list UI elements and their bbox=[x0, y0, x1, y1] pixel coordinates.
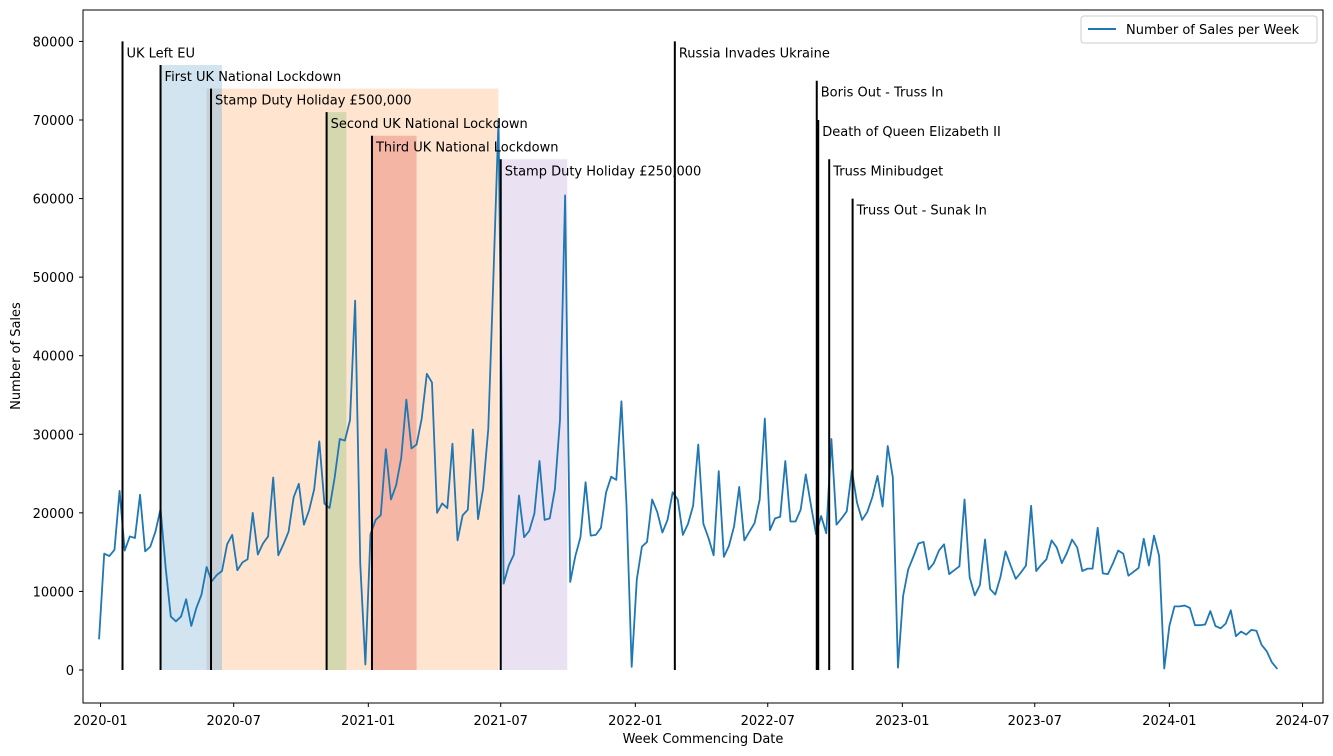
event-label-truss-minibudget: Truss Minibudget bbox=[832, 164, 943, 179]
plot-frame bbox=[82, 9, 1324, 704]
span-rect-4 bbox=[326, 112, 347, 670]
span-rect-6 bbox=[500, 159, 568, 671]
y-tick-label: 40000 bbox=[33, 350, 74, 365]
legend: Number of Sales per Week bbox=[1080, 15, 1318, 44]
legend-label: Number of Sales per Week bbox=[1126, 23, 1300, 38]
span-rect-5 bbox=[371, 135, 417, 670]
x-tick-label: 2021-07 bbox=[474, 714, 528, 729]
span-rect-3 bbox=[206, 88, 222, 671]
event-label-first-uk-national-lockdown: First UK National Lockdown bbox=[165, 70, 342, 85]
event-markers: UK Left EU First UK National Lockdown Stam… bbox=[121, 41, 1001, 670]
event-label-uk-left-eu: UK Left EU bbox=[127, 46, 196, 61]
series-lines bbox=[98, 118, 1278, 670]
event-label-stamp-duty-holiday-250-000: Stamp Duty Holiday £250,000 bbox=[505, 164, 702, 179]
series-line-number-of-sales-per-week bbox=[98, 118, 1278, 670]
x-tick-label: 2024-01 bbox=[1142, 714, 1196, 729]
y-tick-label: 10000 bbox=[33, 585, 74, 600]
event-label-second-uk-national-lockdown: Second UK National Lockdown bbox=[331, 117, 528, 132]
x-tick-label: 2023-01 bbox=[875, 714, 929, 729]
event-label-truss-out-sunak-in: Truss Out - Sunak In bbox=[856, 204, 987, 219]
event-label-boris-out-truss-in: Boris Out - Truss In bbox=[821, 86, 944, 101]
legend-box bbox=[1080, 15, 1318, 44]
x-tick-label: 2022-07 bbox=[741, 714, 795, 729]
x-tick-label: 2021-01 bbox=[341, 714, 395, 729]
x-tick-label: 2023-07 bbox=[1008, 714, 1062, 729]
y-tick-label: 30000 bbox=[33, 428, 74, 443]
y-axis-ticks: 0 10000 20000 30000 40000 50000 60000 70000 8000… bbox=[33, 35, 83, 679]
x-tick-label: 2022-01 bbox=[608, 714, 662, 729]
x-tick-label: 2024-07 bbox=[1275, 714, 1329, 729]
x-axis-ticks: 2020-01 2020-07 2021-01 2021-07 2022-01 2022-… bbox=[73, 703, 1330, 729]
x-tick-label: 2020-01 bbox=[73, 714, 127, 729]
event-label-russia-invades-ukraine: Russia Invades Ukraine bbox=[679, 46, 830, 61]
x-axis-label: Week Commencing Date bbox=[623, 732, 784, 747]
y-tick-label: 50000 bbox=[33, 271, 74, 286]
event-label-stamp-duty-holiday-500-000: Stamp Duty Holiday £500,000 bbox=[215, 94, 412, 109]
y-tick-label: 60000 bbox=[33, 193, 74, 208]
event-label-third-uk-national-lockdown: Third UK National Lockdown bbox=[375, 141, 558, 156]
y-axis-label: Number of Sales bbox=[9, 302, 24, 410]
y-tick-label: 80000 bbox=[33, 35, 74, 50]
x-tick-label: 2020-07 bbox=[207, 714, 261, 729]
y-tick-label: 20000 bbox=[33, 507, 74, 522]
shaded-periods bbox=[160, 65, 568, 671]
span-rect-2 bbox=[221, 88, 499, 671]
y-tick-label: 0 bbox=[66, 664, 74, 679]
y-tick-label: 70000 bbox=[33, 114, 74, 129]
event-label-death-of-queen-elizabeth-ii: Death of Queen Elizabeth II bbox=[822, 125, 1001, 140]
